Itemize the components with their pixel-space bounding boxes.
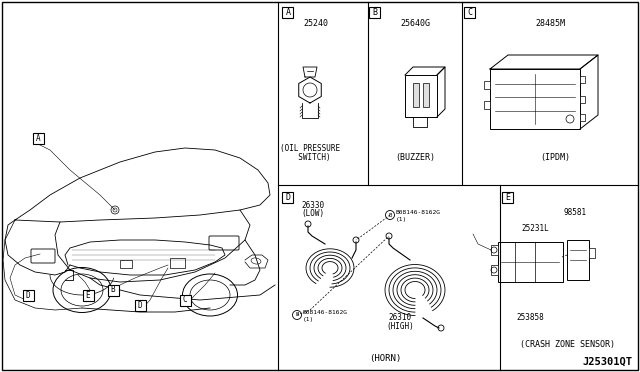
Bar bbox=[484, 101, 490, 109]
Bar bbox=[490, 69, 580, 129]
Bar bbox=[33, 132, 44, 144]
Text: B: B bbox=[111, 285, 115, 295]
Bar bbox=[491, 265, 498, 275]
Bar bbox=[567, 240, 589, 280]
Text: (OIL PRESSURE: (OIL PRESSURE bbox=[280, 144, 340, 153]
Bar bbox=[498, 242, 563, 282]
Bar bbox=[179, 295, 191, 305]
Bar bbox=[491, 245, 498, 255]
Text: C: C bbox=[467, 7, 472, 16]
Bar bbox=[580, 114, 585, 121]
Text: C: C bbox=[182, 295, 188, 305]
Text: E: E bbox=[506, 192, 511, 202]
Text: B: B bbox=[372, 7, 378, 16]
Text: A: A bbox=[285, 7, 291, 16]
Text: 25231L: 25231L bbox=[521, 224, 549, 232]
Text: B08146-8162G: B08146-8162G bbox=[303, 310, 348, 314]
Text: 25240: 25240 bbox=[303, 19, 328, 28]
Text: (CRASH ZONE SENSOR): (CRASH ZONE SENSOR) bbox=[520, 340, 616, 350]
Text: J25301QT: J25301QT bbox=[582, 357, 632, 367]
Bar bbox=[170, 258, 185, 268]
Bar bbox=[580, 76, 585, 83]
Text: SWITCH): SWITCH) bbox=[289, 153, 331, 161]
Text: (HIGH): (HIGH) bbox=[386, 321, 414, 330]
Text: 28485M: 28485M bbox=[535, 19, 565, 28]
FancyBboxPatch shape bbox=[31, 249, 55, 263]
Bar bbox=[22, 289, 33, 301]
Bar bbox=[134, 299, 145, 311]
Bar bbox=[282, 6, 294, 17]
Bar bbox=[423, 83, 429, 107]
Bar bbox=[120, 260, 132, 268]
Bar bbox=[282, 192, 294, 202]
Text: (1): (1) bbox=[303, 317, 314, 321]
FancyBboxPatch shape bbox=[209, 236, 239, 250]
Text: A: A bbox=[36, 134, 40, 142]
Bar bbox=[580, 96, 585, 103]
Text: D: D bbox=[26, 291, 30, 299]
Bar bbox=[83, 289, 93, 301]
Text: B08146-8162G: B08146-8162G bbox=[396, 209, 441, 215]
Bar bbox=[108, 285, 118, 295]
Text: 98581: 98581 bbox=[563, 208, 587, 217]
Text: 25640G: 25640G bbox=[400, 19, 430, 28]
Text: (HORN): (HORN) bbox=[369, 353, 401, 362]
Text: (LOW): (LOW) bbox=[301, 208, 324, 218]
Text: B: B bbox=[388, 212, 392, 218]
Text: B: B bbox=[296, 312, 299, 317]
Bar bbox=[502, 192, 513, 202]
Text: E: E bbox=[86, 291, 90, 299]
Bar bbox=[413, 83, 419, 107]
Text: (1): (1) bbox=[396, 217, 407, 221]
Text: D: D bbox=[138, 301, 142, 310]
Text: (IPDM): (IPDM) bbox=[540, 153, 570, 161]
Bar bbox=[484, 81, 490, 89]
Bar bbox=[589, 248, 595, 258]
Text: (BUZZER): (BUZZER) bbox=[395, 153, 435, 161]
Text: 26310: 26310 bbox=[388, 314, 412, 323]
Bar bbox=[405, 75, 437, 117]
Text: 26330: 26330 bbox=[301, 201, 324, 209]
Text: 253858: 253858 bbox=[516, 314, 544, 323]
Bar bbox=[369, 6, 381, 17]
Bar bbox=[465, 6, 476, 17]
Text: D: D bbox=[285, 192, 291, 202]
